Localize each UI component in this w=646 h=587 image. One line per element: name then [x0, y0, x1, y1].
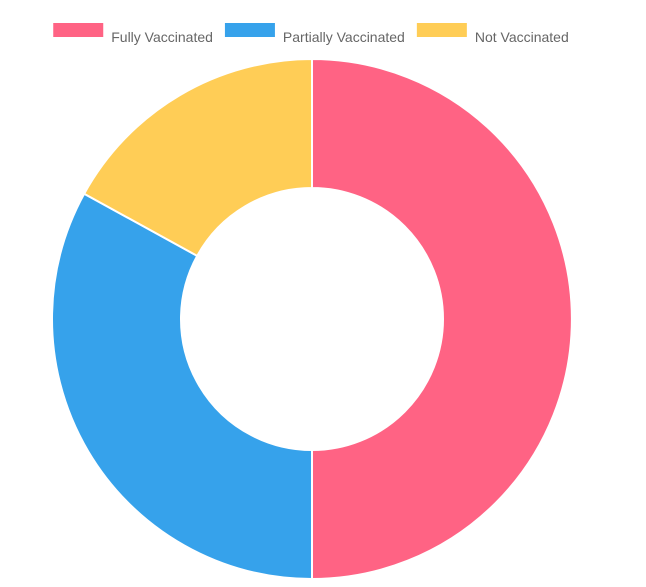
slice-fully-vaccinated[interactable] [311, 57, 573, 581]
chart-slices [51, 57, 573, 581]
legend-swatch [416, 23, 467, 37]
slice-not-vaccinated[interactable] [82, 57, 313, 258]
legend-label: Fully Vaccinated [111, 29, 213, 45]
legend-item-partially-vaccinated[interactable]: Partially Vaccinated [224, 23, 405, 45]
chart-legend: Fully Vaccinated Partially Vaccinated Not … [53, 23, 569, 45]
legend-swatch [53, 23, 104, 37]
legend-item-not-vaccinated[interactable]: Not Vaccinated [416, 23, 569, 45]
legend-label: Not Vaccinated [475, 29, 569, 45]
legend-label: Partially Vaccinated [283, 29, 405, 45]
legend-item-fully-vaccinated[interactable]: Fully Vaccinated [53, 23, 213, 45]
legend-swatch [224, 23, 275, 37]
slice-partially-vaccinated[interactable] [51, 192, 313, 581]
